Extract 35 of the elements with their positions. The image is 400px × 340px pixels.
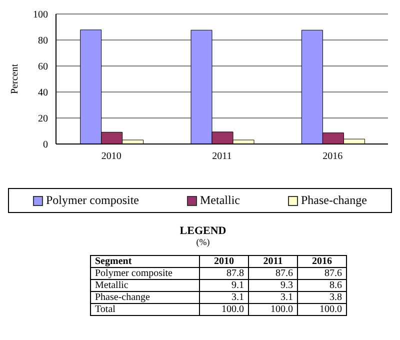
text: (%)	[195, 237, 211, 247]
data-label: 100.0	[248, 304, 298, 316]
legend-label: Phase-change	[300, 193, 367, 208]
text: Polymer composite	[90, 268, 200, 280]
data-label: 8.6	[298, 280, 346, 292]
data-label: 9.1	[200, 280, 248, 292]
text: Total	[90, 304, 200, 316]
text: Metallic	[90, 280, 200, 292]
data-label: 3.8	[298, 292, 346, 304]
data-label: 87.8	[200, 268, 248, 280]
x-tick-label: 2011	[212, 151, 232, 162]
y-axis-title: Percent	[10, 64, 21, 94]
legend-label: Metallic	[199, 193, 240, 208]
data-label: 100.0	[298, 304, 346, 316]
x-tick-label: 2010	[101, 151, 122, 162]
y-tick-label: 40	[38, 88, 48, 99]
data-label: 100.0	[200, 304, 248, 316]
y-tick-label: 100	[33, 10, 48, 21]
category-label: 2011	[248, 256, 298, 268]
y-tick-label: 80	[38, 36, 48, 47]
category-label: 2016	[298, 256, 346, 268]
y-tick-label: 60	[38, 62, 48, 73]
text: Segment	[90, 256, 200, 268]
data-label: 9.3	[248, 280, 298, 292]
category-label: 2010	[200, 256, 248, 268]
y-tick-label: 20	[38, 114, 48, 125]
data-label: 87.6	[248, 268, 298, 280]
y-tick-label: 0	[43, 140, 48, 151]
data-label: 3.1	[200, 292, 248, 304]
text: Phase-change	[90, 292, 200, 304]
legend-label: Polymer composite	[45, 193, 139, 208]
x-tick-label: 2016	[322, 151, 343, 162]
text: LEGEND	[178, 225, 228, 237]
data-label: 3.1	[248, 292, 298, 304]
data-label: 87.6	[298, 268, 346, 280]
